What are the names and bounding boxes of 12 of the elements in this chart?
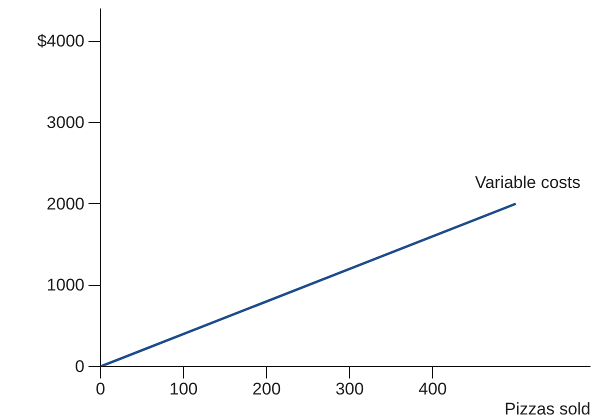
y-tick-label: 2000 bbox=[46, 194, 85, 214]
x-tick-label: 200 bbox=[252, 380, 281, 398]
series-label: Variable costs bbox=[475, 172, 581, 192]
x-tick-label: 400 bbox=[418, 380, 447, 398]
y-tick-label: 0 bbox=[75, 357, 85, 376]
x-tick-label: 300 bbox=[335, 380, 364, 398]
x-axis-title: Pizzas sold bbox=[504, 400, 591, 418]
x-tick-label: 100 bbox=[169, 380, 198, 398]
x-tick-label: 0 bbox=[96, 380, 106, 398]
y-tick-label: 1000 bbox=[46, 276, 85, 295]
y-tick-label: 3000 bbox=[46, 112, 85, 132]
y-tick-label: $4000 bbox=[37, 32, 85, 51]
